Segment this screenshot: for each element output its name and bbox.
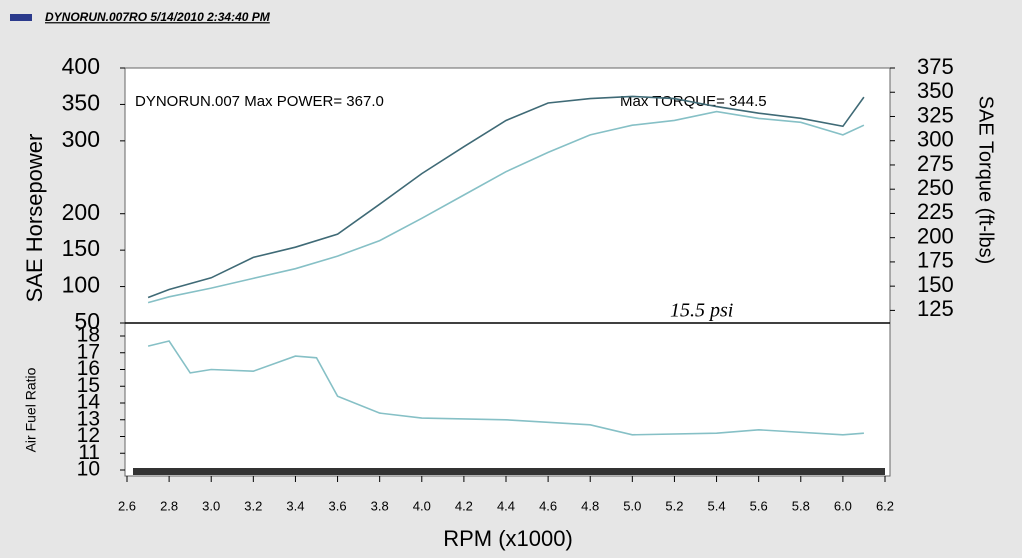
y-label: SAE Horsepower	[22, 134, 47, 303]
x-tick-label: 2.8	[160, 498, 178, 513]
x-label: RPM (x1000)	[443, 526, 573, 551]
plot-frame	[124, 67, 891, 477]
x-tick-label: 6.2	[876, 498, 894, 513]
y-tick-label: 12	[77, 424, 100, 447]
y2-tick-label: 125	[917, 296, 954, 321]
x-tick-label: 3.4	[286, 498, 304, 513]
x-tick-label: 4.8	[581, 498, 599, 513]
y-tick-label: 14	[77, 391, 101, 414]
y-tick-label: 16	[77, 357, 100, 380]
y2-tick-label: 200	[917, 223, 954, 248]
bottom-bar	[133, 468, 885, 475]
x-tick-label: 5.4	[708, 498, 726, 513]
y-tick-label: 10	[77, 458, 100, 481]
header-title: DYNORUN.007RO 5/14/2010 2:34:40 PM	[45, 10, 271, 24]
y-tick-label: 11	[78, 441, 100, 464]
y2-tick-label: 150	[917, 272, 954, 297]
y2-tick-label: 225	[917, 199, 954, 224]
y2-tick-label: 375	[917, 54, 954, 79]
data-line	[147, 95, 865, 299]
x-tick-label: 3.2	[244, 498, 262, 513]
y2-label: SAE Torque (ft-lbs)	[975, 96, 997, 265]
y2-tick-label: 175	[917, 248, 954, 273]
x-tick-label: 5.0	[623, 498, 641, 513]
y2-tick-label: 275	[917, 151, 954, 176]
y2-tick-label: 350	[917, 78, 954, 103]
y-tick-label: 200	[62, 199, 100, 225]
x-tick-label: 4.4	[497, 498, 515, 513]
x-tick-label: 5.6	[750, 498, 768, 513]
x-tick-label: 6.0	[834, 498, 852, 513]
annotation: 15.5 psi	[670, 300, 733, 322]
x-tick-label: 5.2	[665, 498, 683, 513]
data-line	[147, 340, 864, 436]
header-icon	[10, 14, 32, 21]
x-tick-label: 3.8	[371, 498, 389, 513]
x-tick-label: 2.6	[118, 498, 136, 513]
x-tick-label: 3.6	[329, 498, 347, 513]
x-tick-label: 4.0	[413, 498, 431, 513]
annotation: DYNORUN.007 Max POWER= 367.0	[135, 93, 384, 110]
x-tick-label: 4.2	[455, 498, 473, 513]
y2-tick-label: 300	[917, 127, 954, 152]
y2-tick-label: 325	[917, 102, 954, 127]
y-tick-label: 13	[77, 407, 100, 430]
y2-tick-label: 250	[917, 175, 954, 200]
y-tick-label: 18	[77, 324, 100, 347]
y-tick-label: 300	[62, 126, 100, 152]
y-tick-label: 150	[62, 235, 100, 261]
x-tick-label: 5.8	[792, 498, 810, 513]
y-tick-label: 400	[62, 53, 100, 79]
afr-label: Air Fuel Ratio	[23, 367, 39, 452]
data-line	[147, 110, 865, 304]
x-tick-label: 3.0	[202, 498, 220, 513]
y-tick-label: 17	[77, 340, 100, 363]
y-tick-label: 100	[62, 272, 100, 298]
y-tick-label: 15	[77, 374, 100, 397]
x-tick-label: 4.6	[539, 498, 557, 513]
y-tick-label: 350	[62, 90, 100, 116]
y-tick-label: 50	[74, 308, 100, 334]
